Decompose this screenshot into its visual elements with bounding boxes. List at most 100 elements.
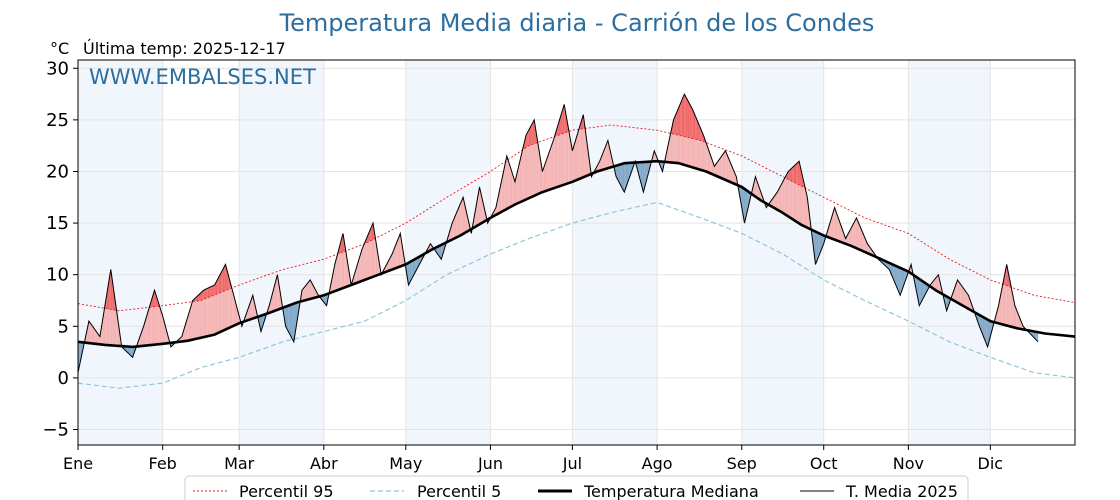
fill-above-median: [856, 217, 858, 249]
fill-above-median: [935, 276, 938, 291]
fill-above-median: [542, 167, 544, 193]
fill-above-median: [454, 213, 457, 239]
fill-above-median: [725, 150, 727, 181]
fill-below-median: [131, 346, 133, 358]
fill-above-median: [191, 300, 193, 340]
fill-below-median: [439, 244, 442, 260]
x-tick-label: Jul: [562, 454, 582, 473]
fill-above-median: [203, 289, 206, 338]
fill-above-p95: [793, 165, 796, 183]
fill-above-median: [525, 132, 528, 200]
fill-above-p95: [217, 277, 219, 294]
fill-below-median: [132, 346, 134, 358]
fill-below-median: [627, 162, 629, 185]
fill-above-median: [606, 140, 608, 169]
fill-above-median: [546, 155, 548, 191]
fill-below-median: [745, 189, 748, 218]
fill-above-p95: [685, 96, 688, 138]
y-tick-label: 5: [58, 316, 69, 337]
month-band: [572, 60, 658, 445]
fill-above-median: [803, 179, 805, 227]
fill-below-median: [897, 266, 899, 293]
fill-above-p95: [680, 100, 682, 136]
fill-above-median: [954, 283, 957, 302]
fill-above-p95: [692, 109, 694, 139]
fill-above-median: [551, 140, 554, 189]
fill-above-median: [718, 158, 720, 178]
y-tick-label: 25: [46, 110, 69, 131]
fill-above-median: [513, 177, 516, 206]
fill-below-median: [816, 232, 819, 261]
fill-above-median: [232, 290, 234, 327]
fill-above-median: [91, 325, 94, 344]
fill-above-median: [207, 287, 210, 337]
fill-above-median: [463, 197, 465, 234]
fill-below-median: [922, 280, 924, 301]
fill-above-median: [848, 230, 850, 246]
fill-above-median: [601, 154, 603, 171]
y-tick-label: 10: [46, 265, 69, 286]
fill-above-median: [254, 301, 256, 319]
fill-below-median: [292, 303, 294, 342]
legend-label-2025: T. Media 2025: [845, 482, 958, 500]
month-band: [741, 60, 824, 445]
fill-above-median: [710, 154, 712, 174]
fill-above-median: [151, 294, 154, 345]
fill-above-median: [860, 227, 862, 251]
fill-above-median: [539, 154, 541, 194]
fill-above-median: [505, 155, 507, 210]
fill-above-median: [206, 288, 208, 337]
fill-above-median: [205, 288, 207, 337]
fill-above-median: [774, 194, 776, 209]
fill-above-median: [838, 219, 841, 242]
fill-below-median: [296, 302, 298, 325]
fill-below-median: [644, 161, 647, 187]
fill-above-p95: [562, 104, 565, 134]
fill-above-median: [250, 299, 252, 320]
fill-above-median: [782, 179, 785, 214]
fill-below-median: [325, 294, 327, 306]
fill-below-median: [893, 264, 895, 283]
fill-below-median: [743, 187, 745, 224]
fill-above-median: [506, 155, 509, 209]
fill-above-median: [543, 163, 546, 192]
fill-above-median: [519, 158, 521, 203]
fill-below-median: [637, 162, 640, 177]
fill-above-median: [1017, 312, 1020, 329]
fill-above-median: [308, 279, 311, 300]
fill-above-median: [549, 148, 551, 190]
fill-above-p95: [534, 119, 536, 144]
fill-above-median: [456, 210, 458, 238]
fill-above-p95: [684, 94, 686, 137]
fill-below-median: [415, 258, 417, 273]
x-tick-label: Ene: [63, 454, 93, 473]
month-band: [239, 60, 324, 445]
fill-above-p95: [698, 122, 700, 141]
fill-above-p95: [678, 103, 681, 136]
fill-above-median: [670, 126, 673, 163]
y-axis: −5 0 5 10 15 20 25 30: [42, 58, 78, 441]
fill-above-median: [188, 309, 190, 341]
fill-above-median: [479, 186, 481, 225]
fill-above-median: [459, 203, 461, 237]
fill-above-p95: [531, 122, 533, 145]
fill-below-median: [409, 261, 412, 283]
fill-above-p95: [792, 166, 794, 183]
fill-above-median: [707, 146, 709, 173]
fill-above-median: [719, 156, 722, 179]
watermark: WWW.EMBALSES.NET: [89, 65, 316, 89]
fill-above-median: [453, 216, 455, 239]
fill-above-p95: [225, 264, 227, 291]
fill-above-median: [1012, 291, 1014, 328]
fill-above-p95: [345, 250, 348, 251]
fill-above-median: [478, 186, 480, 226]
legend: Percentil 95 Percentil 5 Temperatura Med…: [184, 475, 969, 500]
fill-above-p95: [687, 99, 689, 138]
fill-below-median: [259, 315, 262, 332]
fill-above-median: [857, 221, 860, 250]
fill-above-p95: [789, 168, 791, 181]
fill-above-median: [577, 128, 580, 180]
fill-above-median: [357, 257, 360, 283]
x-tick-label: Nov: [893, 454, 924, 473]
fill-above-median: [547, 152, 550, 191]
